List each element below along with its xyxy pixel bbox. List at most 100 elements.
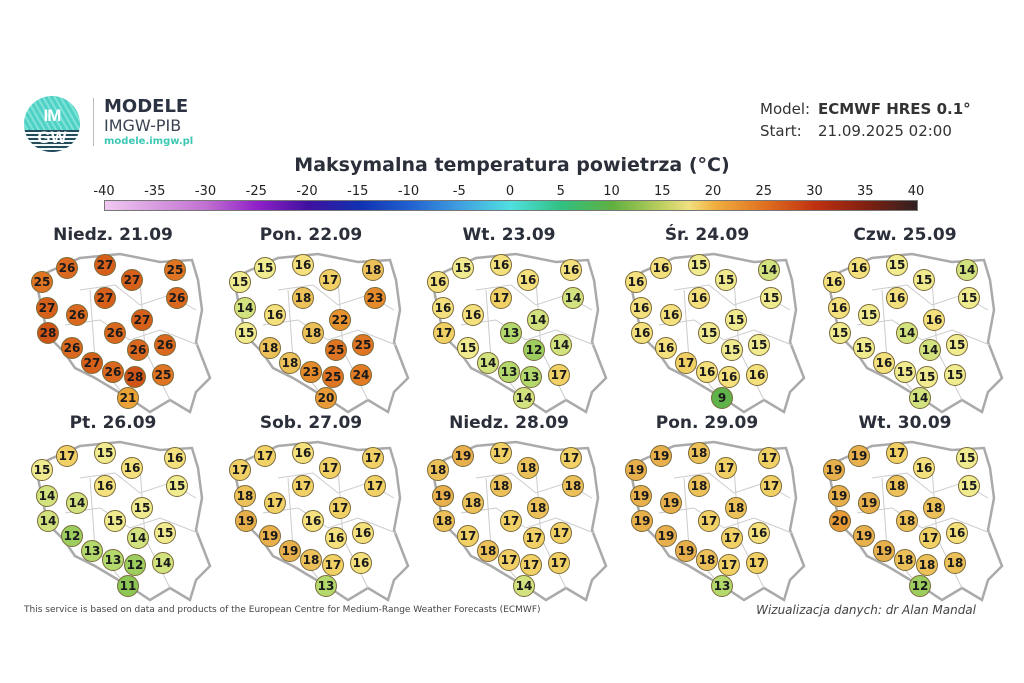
credit: Wizualizacja danych: dr Alan Mandal bbox=[756, 603, 976, 617]
station-temperature: 12 bbox=[61, 525, 83, 547]
station-temperature: 18 bbox=[886, 475, 908, 497]
station-temperature: 16 bbox=[625, 271, 647, 293]
station-temperature: 14 bbox=[896, 322, 918, 344]
poland-map: 16 16 15 15 14 15 16 16 15 16 15 14 15 15 14 16 15 15 15 14 bbox=[812, 250, 1012, 420]
colorbar-tick: 35 bbox=[856, 184, 874, 199]
station-temperature: 17 bbox=[698, 510, 720, 532]
station-temperature: 15 bbox=[452, 257, 474, 279]
station-temperature: 17 bbox=[457, 525, 479, 547]
station-temperature: 21 bbox=[117, 387, 139, 409]
station-temperature: 16 bbox=[828, 297, 850, 319]
station-temperature: 16 bbox=[718, 366, 740, 388]
station-temperature: 19 bbox=[858, 492, 880, 514]
station-temperature: 26 bbox=[66, 304, 88, 326]
station-temperature: 18 bbox=[234, 485, 256, 507]
station-temperature: 16 bbox=[746, 364, 768, 386]
page-title: Maksymalna temperatura powietrza (°C) bbox=[294, 154, 730, 176]
station-temperature: 16 bbox=[325, 527, 347, 549]
station-temperature: 18 bbox=[300, 549, 322, 571]
brand-url[interactable]: modele.imgw.pl bbox=[104, 136, 194, 147]
station-temperature: 16 bbox=[264, 304, 286, 326]
station-temperature: 15 bbox=[944, 364, 966, 386]
station-temperature: 15 bbox=[725, 309, 747, 331]
station-temperature: 19 bbox=[235, 510, 257, 532]
station-temperature: 14 bbox=[127, 527, 149, 549]
station-temperature: 15 bbox=[958, 287, 980, 309]
station-temperature: 19 bbox=[631, 510, 653, 532]
brand-subtitle: IMGW-PIB bbox=[104, 116, 182, 135]
station-temperature: 26 bbox=[61, 337, 83, 359]
station-temperature: 26 bbox=[154, 334, 176, 356]
station-temperature: 26 bbox=[56, 257, 78, 279]
station-temperature: 19 bbox=[873, 540, 895, 562]
station-temperature: 28 bbox=[124, 366, 146, 388]
station-temperature: 27 bbox=[94, 254, 116, 276]
station-temperature: 15 bbox=[946, 334, 968, 356]
station-temperature: 16 bbox=[923, 309, 945, 331]
station-temperature: 16 bbox=[660, 304, 682, 326]
day-title: Niedz. 28.09 bbox=[449, 413, 569, 433]
colorbar-tick: 10 bbox=[603, 184, 620, 199]
station-temperature: 18 bbox=[477, 540, 499, 562]
station-temperature: 19 bbox=[279, 540, 301, 562]
station-temperature: 17 bbox=[319, 269, 341, 291]
day-title: Pt. 26.09 bbox=[69, 413, 157, 433]
logo-divider bbox=[93, 98, 94, 146]
station-temperature: 26 bbox=[104, 322, 126, 344]
station-temperature: 15 bbox=[457, 337, 479, 359]
station-temperature: 27 bbox=[36, 297, 58, 319]
station-temperature: 16 bbox=[696, 361, 718, 383]
station-temperature: 15 bbox=[235, 322, 257, 344]
station-temperature: 9 bbox=[711, 387, 733, 409]
station-temperature: 27 bbox=[131, 309, 153, 331]
station-temperature: 11 bbox=[117, 575, 139, 597]
station-temperature: 15 bbox=[858, 304, 880, 326]
colorbar bbox=[104, 200, 918, 211]
station-temperature: 15 bbox=[688, 254, 710, 276]
station-temperature: 17 bbox=[560, 447, 582, 469]
brand-title: MODELE bbox=[104, 96, 189, 117]
station-temperature: 17 bbox=[886, 442, 908, 464]
station-temperature: 13 bbox=[102, 549, 124, 571]
station-temperature: 14 bbox=[152, 552, 174, 574]
station-temperature: 16 bbox=[823, 271, 845, 293]
station-temperature: 16 bbox=[164, 447, 186, 469]
station-temperature: 17 bbox=[721, 527, 743, 549]
station-temperature: 14 bbox=[66, 492, 88, 514]
station-temperature: 15 bbox=[715, 269, 737, 291]
station-temperature: 13 bbox=[315, 575, 337, 597]
station-temperature: 22 bbox=[329, 309, 351, 331]
station-temperature: 16 bbox=[352, 522, 374, 544]
station-temperature: 15 bbox=[721, 339, 743, 361]
station-temperature: 15 bbox=[829, 322, 851, 344]
station-temperature: 13 bbox=[500, 322, 522, 344]
station-temperature: 17 bbox=[490, 287, 512, 309]
station-temperature: 15 bbox=[886, 254, 908, 276]
station-temperature: 15 bbox=[958, 475, 980, 497]
station-temperature: 12 bbox=[909, 575, 931, 597]
logo-text-bottom: GW bbox=[37, 128, 67, 147]
station-temperature: 16 bbox=[650, 257, 672, 279]
station-temperature: 27 bbox=[81, 352, 103, 374]
station-temperature: 13 bbox=[81, 540, 103, 562]
station-temperature: 25 bbox=[352, 334, 374, 356]
station-temperature: 13 bbox=[520, 366, 542, 388]
colorbar-tick: 20 bbox=[704, 184, 722, 199]
station-temperature: 16 bbox=[688, 287, 710, 309]
station-temperature: 25 bbox=[325, 339, 347, 361]
poland-map: 19 19 18 17 17 17 18 19 19 18 19 17 16 19 17 19 18 17 17 13 bbox=[614, 438, 814, 608]
station-temperature: 18 bbox=[292, 287, 314, 309]
station-temperature: 17 bbox=[254, 445, 276, 467]
station-temperature: 14 bbox=[758, 259, 780, 281]
station-temperature: 17 bbox=[322, 554, 344, 576]
station-temperature: 16 bbox=[631, 322, 653, 344]
day-title: Pon. 29.09 bbox=[655, 413, 759, 433]
station-temperature: 16 bbox=[350, 552, 372, 574]
colorbar-tick: 15 bbox=[653, 184, 671, 199]
station-temperature: 16 bbox=[427, 271, 449, 293]
colorbar-tick: 40 bbox=[907, 184, 925, 199]
poland-map: 17 17 16 17 17 17 17 18 17 17 19 16 16 19 16 19 18 17 16 13 bbox=[218, 438, 418, 608]
poland-map: 15 15 16 17 18 23 18 14 16 22 15 18 25 18 25 18 23 25 24 20 bbox=[218, 250, 418, 420]
station-temperature: 16 bbox=[292, 254, 314, 276]
poland-map: 16 15 16 16 16 14 17 16 16 14 17 13 14 15 12 14 13 13 17 14 bbox=[416, 250, 616, 420]
